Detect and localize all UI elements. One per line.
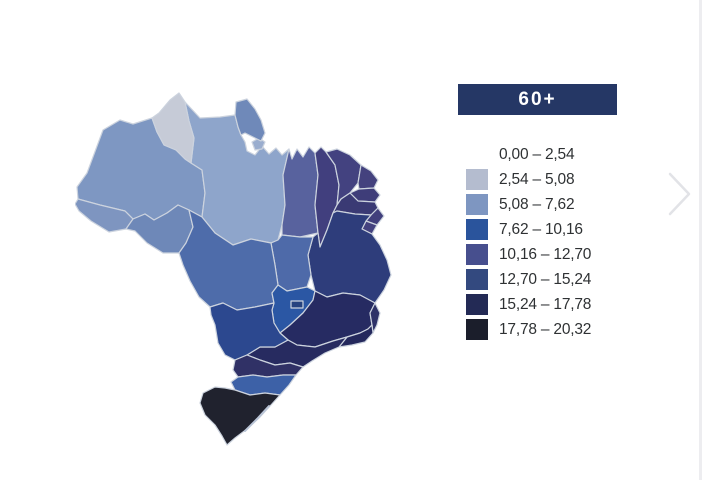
legend-class-label: 12,70 – 15,24 [499,270,592,288]
legend: 60+ 0,00 – 2,54 2,54 – 5,08 5,08 – 7,62 … [458,84,658,340]
legend-row: 5,08 – 7,62 [466,192,591,217]
legend-rows: 0,00 – 2,54 2,54 – 5,08 5,08 – 7,62 7,62… [466,142,591,342]
legend-swatch [466,194,488,215]
legend-swatch [466,219,488,240]
state-RJ [338,324,374,348]
legend-class-label: 7,62 – 10,16 [499,220,583,238]
legend-swatch [466,244,488,265]
legend-class-label: 5,08 – 7,62 [499,195,575,213]
state-BA [307,210,392,304]
legend-row: 10,16 – 12,70 [466,242,591,267]
legend-row: 17,78 – 20,32 [466,317,591,342]
legend-title: 60+ [458,84,617,115]
legend-row: 12,70 – 15,24 [466,267,591,292]
legend-class-label: 0,00 – 2,54 [499,145,575,163]
state-RN [357,164,379,190]
legend-class-label: 10,16 – 12,70 [499,245,592,263]
legend-swatch [466,319,488,340]
legend-row: 15,24 – 17,78 [466,292,591,317]
state-RR [151,92,195,164]
state-DF [290,300,304,309]
legend-row: 2,54 – 5,08 [466,167,591,192]
state-AP [234,98,266,142]
state-MS [209,302,289,361]
state-RS [199,386,281,446]
state-SC [230,374,297,396]
legend-class-label: 17,78 – 20,32 [499,320,592,338]
carousel-next-button[interactable] [660,166,698,222]
legend-swatch [466,169,488,190]
legend-row: 7,62 – 10,16 [466,217,591,242]
legend-swatch [466,269,488,290]
state-AC [75,198,134,233]
legend-class-label: 15,24 – 17,78 [499,295,592,313]
slide-edge-divider [699,0,702,480]
lagoa-dos-patos [244,405,270,432]
state-MA [281,146,319,238]
legend-row: 0,00 – 2,54 [466,142,591,167]
legend-class-label: 2,54 – 5,08 [499,170,575,188]
legend-swatch [466,144,488,165]
brazil-choropleth-map [75,85,445,450]
legend-swatch [466,294,488,315]
chevron-right-icon [668,172,691,216]
